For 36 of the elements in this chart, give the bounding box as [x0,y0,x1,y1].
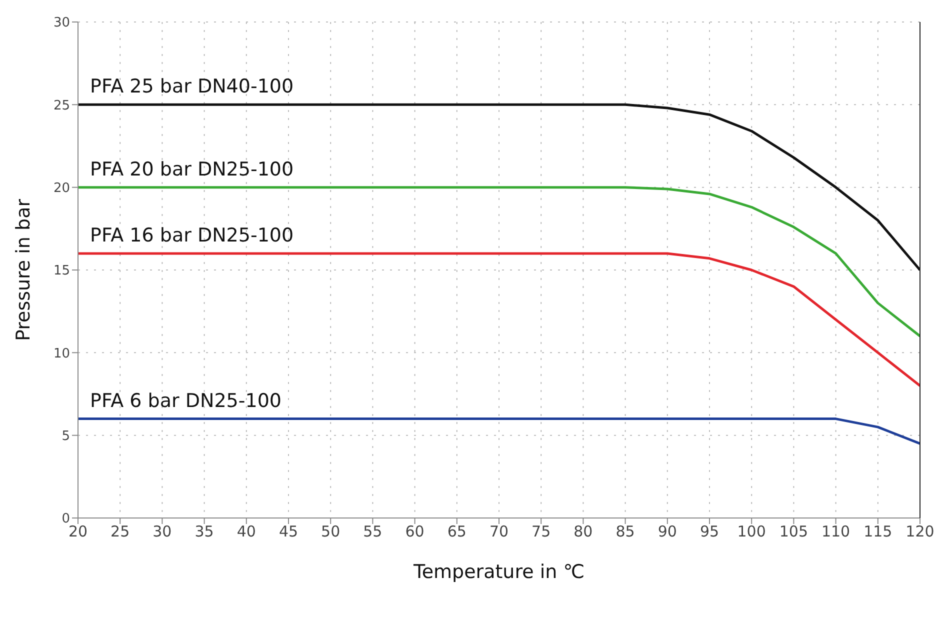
x-tick-label: 30 [152,522,172,541]
x-tick-label: 95 [700,522,720,541]
y-tick-label: 5 [62,428,70,444]
line-series [78,186,920,338]
x-tick-label: 115 [864,522,892,541]
x-axis-title: Temperature in ℃ [412,561,585,583]
x-tick-label: 70 [489,522,509,541]
x-tick-label: 45 [278,522,298,541]
series-label: PFA 20 bar DN25-100 [90,158,294,180]
line-series [78,252,920,387]
x-tick-label: 80 [574,522,593,541]
line-series [78,103,920,272]
x-tick-label: 60 [405,522,424,541]
x-tick-label: 75 [532,522,551,541]
x-tick-label: 50 [321,522,340,541]
y-tick-label: 30 [53,16,70,31]
y-axis-title: Pressure in bar [12,198,35,342]
x-tick-label: 110 [821,522,850,541]
y-tick-label: 25 [53,98,70,114]
series-label: PFA 25 bar DN40-100 [90,76,294,98]
x-tick-label: 120 [906,522,934,541]
y-tick-label: 0 [62,512,70,527]
x-tick-label: 55 [363,522,382,541]
y-tick-label: 10 [53,346,70,362]
y-tick-label: 15 [53,264,70,279]
x-tick-label: 35 [194,522,214,541]
y-tick-label: 20 [53,180,70,196]
x-tick-label: 90 [658,522,677,541]
x-tick-label: 100 [737,522,766,541]
x-tick-label: 105 [779,522,808,541]
x-tick-label: 25 [110,522,130,541]
series-label: PFA 6 bar DN25-100 [90,390,282,412]
x-tick-label: 40 [236,522,256,541]
x-tick-label: 65 [447,522,466,541]
series-label: PFA 16 bar DN25-100 [90,224,294,246]
x-tick-label: 85 [616,522,635,541]
